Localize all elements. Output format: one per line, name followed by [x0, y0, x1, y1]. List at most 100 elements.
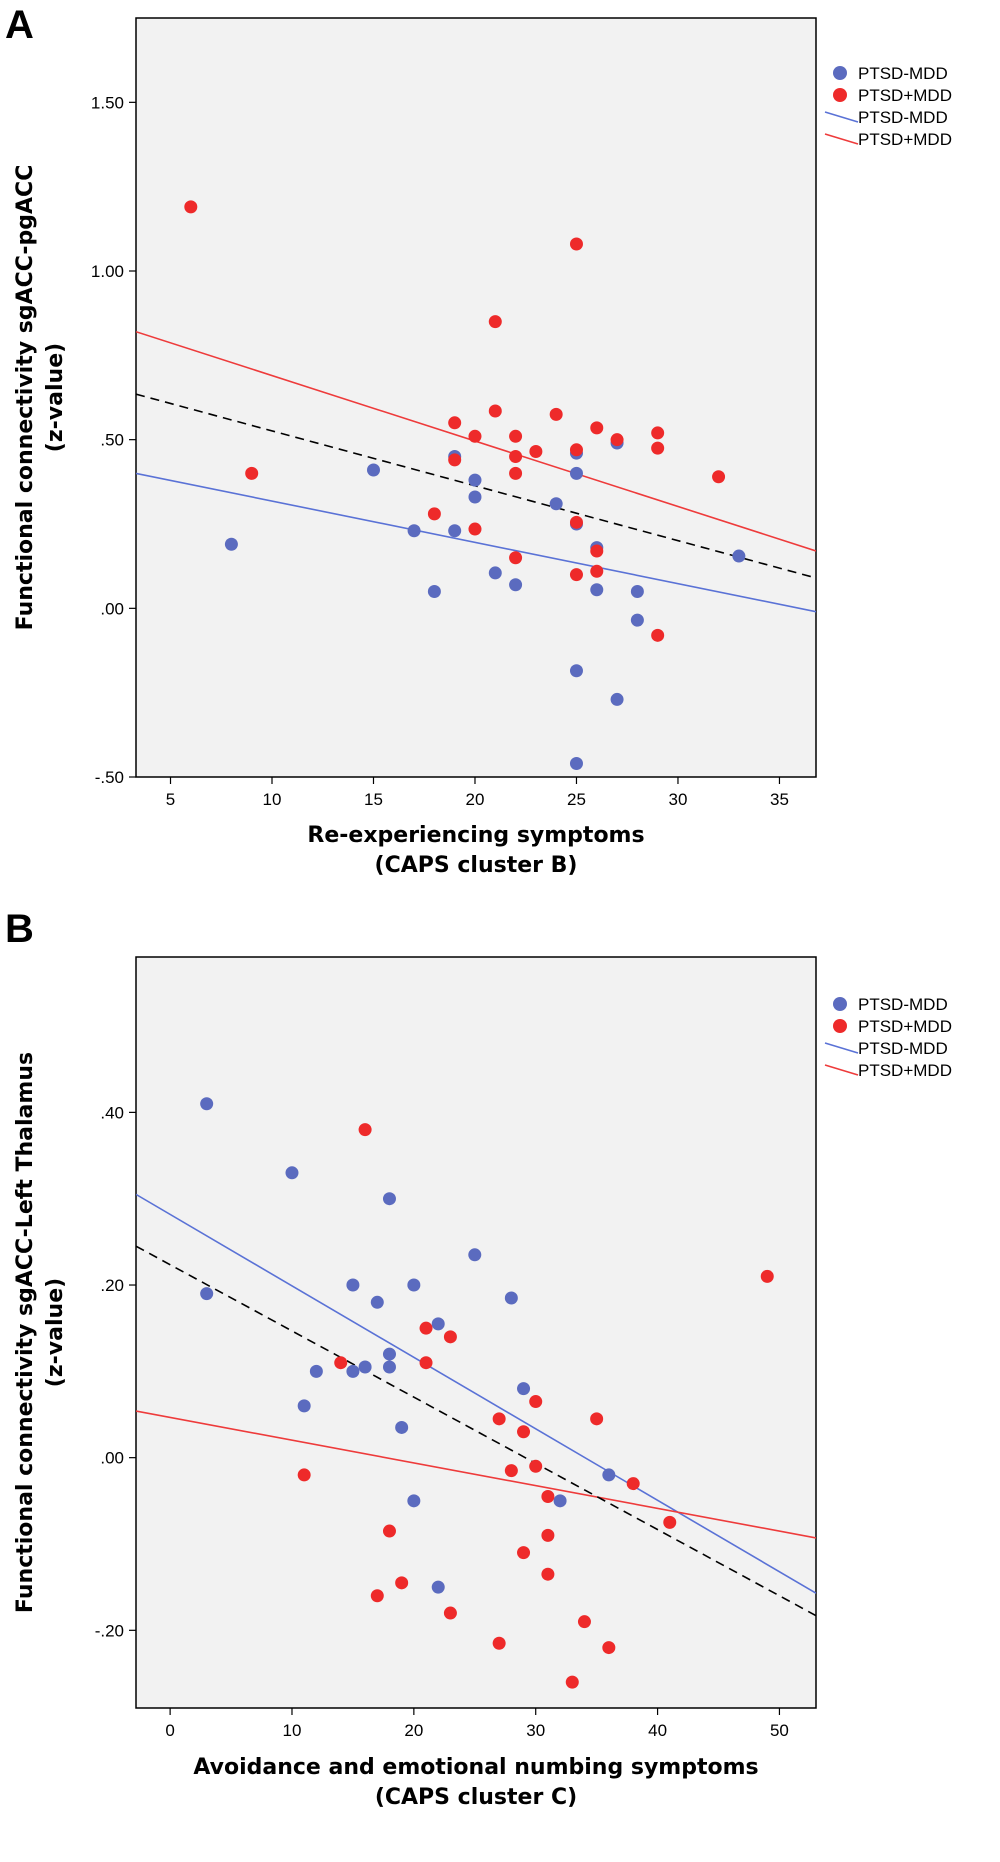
legend-line-ptsd-minus-mdd — [824, 111, 859, 123]
point-ptsd-minus-mdd — [285, 1166, 299, 1180]
y-axis-title: (z-value) — [43, 1278, 68, 1387]
point-ptsd-plus-mdd — [517, 1425, 531, 1439]
point-ptsd-minus-mdd — [468, 473, 482, 487]
chart-panel-a: -.50 .00 .50 1.00 1.50 5 10 15 20 25 30 35 Re-experi… — [13, 17, 952, 878]
point-ptsd-minus-mdd — [382, 1360, 396, 1374]
x-axis-title: Avoidance and emotional numbing symptoms — [193, 1755, 758, 1780]
point-ptsd-plus-mdd — [651, 628, 665, 642]
point-ptsd-minus-mdd — [610, 692, 624, 706]
fit-line-ptsd-plus-mdd — [136, 1410, 816, 1539]
legend-label: PTSD+MDD — [858, 1061, 952, 1080]
y-axis-title: Functional connectivity sgACC-pgACC — [13, 165, 38, 631]
x-tick-label: 20 — [404, 1721, 423, 1740]
point-ptsd-plus-mdd — [517, 1546, 531, 1560]
point-ptsd-minus-mdd — [382, 1192, 396, 1206]
point-ptsd-plus-mdd — [602, 1641, 616, 1655]
point-ptsd-minus-mdd — [569, 664, 583, 678]
legend-label: PTSD-MDD — [858, 1039, 948, 1058]
point-ptsd-plus-mdd — [569, 568, 583, 582]
point-ptsd-minus-mdd — [630, 584, 644, 598]
point-ptsd-minus-mdd — [224, 537, 238, 551]
point-ptsd-plus-mdd — [443, 1606, 457, 1620]
y-tick-label: -.50 — [95, 768, 124, 787]
y-tick-label: .40 — [100, 1103, 124, 1122]
point-ptsd-plus-mdd — [541, 1490, 555, 1504]
point-ptsd-minus-mdd — [382, 1347, 396, 1361]
point-ptsd-plus-mdd — [569, 515, 583, 529]
x-tick-label: 15 — [364, 790, 383, 809]
x-tick-label: 35 — [770, 790, 789, 809]
point-ptsd-minus-mdd — [504, 1291, 518, 1305]
point-ptsd-plus-mdd — [492, 1412, 506, 1426]
point-ptsd-plus-mdd — [590, 1412, 604, 1426]
point-ptsd-plus-mdd — [504, 1464, 518, 1478]
y-tick-label: .00 — [100, 599, 124, 618]
point-ptsd-minus-mdd — [427, 584, 441, 598]
point-ptsd-minus-mdd — [553, 1494, 567, 1508]
x-tick-label: 20 — [466, 790, 485, 809]
x-tick-label: 30 — [669, 790, 688, 809]
point-ptsd-plus-mdd — [419, 1356, 433, 1370]
chart-panel-b: -.20 .00 .20 .40 0 10 20 30 40 50 Avoidance and em… — [13, 956, 952, 1810]
y-tick-label: -.20 — [95, 1621, 124, 1640]
point-ptsd-minus-mdd — [407, 1278, 421, 1292]
point-ptsd-plus-mdd — [509, 466, 523, 480]
x-tick-label: 10 — [283, 1721, 302, 1740]
point-ptsd-plus-mdd — [509, 450, 523, 464]
legend-line-ptsd-plus-mdd — [824, 133, 859, 145]
point-ptsd-plus-mdd — [760, 1269, 774, 1283]
point-ptsd-minus-mdd — [509, 578, 523, 592]
point-ptsd-plus-mdd — [541, 1567, 555, 1581]
point-ptsd-plus-mdd — [509, 429, 523, 443]
y-tick-label: .50 — [100, 431, 124, 450]
point-ptsd-plus-mdd — [529, 444, 543, 458]
y-tick-label: 1.50 — [91, 93, 124, 112]
x-axis-title: (CAPS cluster B) — [375, 853, 578, 878]
fit-line-ptsd-minus-mdd — [136, 1193, 816, 1594]
y-axis-title: (z-value) — [43, 343, 68, 452]
point-ptsd-plus-mdd — [443, 1330, 457, 1344]
point-ptsd-minus-mdd — [569, 757, 583, 771]
plot-area — [135, 17, 817, 778]
point-ptsd-minus-mdd — [517, 1382, 531, 1396]
point-ptsd-plus-mdd — [448, 416, 462, 430]
point-ptsd-minus-mdd — [366, 463, 380, 477]
legend-label: PTSD-MDD — [858, 108, 948, 127]
point-ptsd-minus-mdd — [630, 613, 644, 627]
point-ptsd-plus-mdd — [529, 1395, 543, 1409]
point-ptsd-minus-mdd — [488, 566, 502, 580]
point-ptsd-plus-mdd — [529, 1459, 543, 1473]
legend-label: PTSD+MDD — [858, 86, 952, 105]
point-ptsd-plus-mdd — [468, 429, 482, 443]
x-tick-label: 40 — [648, 1721, 667, 1740]
point-ptsd-minus-mdd — [346, 1278, 360, 1292]
point-ptsd-plus-mdd — [358, 1123, 372, 1137]
point-ptsd-minus-mdd — [431, 1317, 445, 1331]
panel-letter-b: B — [5, 907, 34, 951]
legend-line-ptsd-plus-mdd — [824, 1064, 859, 1076]
point-ptsd-plus-mdd — [427, 507, 441, 521]
point-ptsd-minus-mdd — [358, 1360, 372, 1374]
point-ptsd-plus-mdd — [590, 564, 604, 578]
point-ptsd-plus-mdd — [184, 200, 198, 214]
legend-label: PTSD+MDD — [858, 1017, 952, 1036]
point-ptsd-minus-mdd — [407, 1494, 421, 1508]
point-ptsd-plus-mdd — [395, 1576, 409, 1590]
point-ptsd-plus-mdd — [549, 407, 563, 421]
point-ptsd-minus-mdd — [590, 583, 604, 597]
point-ptsd-plus-mdd — [577, 1615, 591, 1629]
x-axis-title: Re-experiencing symptoms — [307, 823, 644, 848]
x-tick-label: 0 — [165, 1721, 174, 1740]
point-ptsd-plus-mdd — [297, 1468, 311, 1482]
legend-marker-ptsd-minus-mdd — [833, 997, 847, 1011]
legend-label: PTSD+MDD — [858, 130, 952, 149]
point-ptsd-plus-mdd — [569, 443, 583, 457]
y-tick-label: .00 — [100, 1449, 124, 1468]
x-tick-label: 10 — [263, 790, 282, 809]
point-ptsd-plus-mdd — [245, 466, 259, 480]
point-ptsd-plus-mdd — [488, 404, 502, 418]
legend-marker-ptsd-plus-mdd — [833, 88, 847, 102]
point-ptsd-plus-mdd — [651, 441, 665, 455]
x-tick-label: 5 — [166, 790, 175, 809]
